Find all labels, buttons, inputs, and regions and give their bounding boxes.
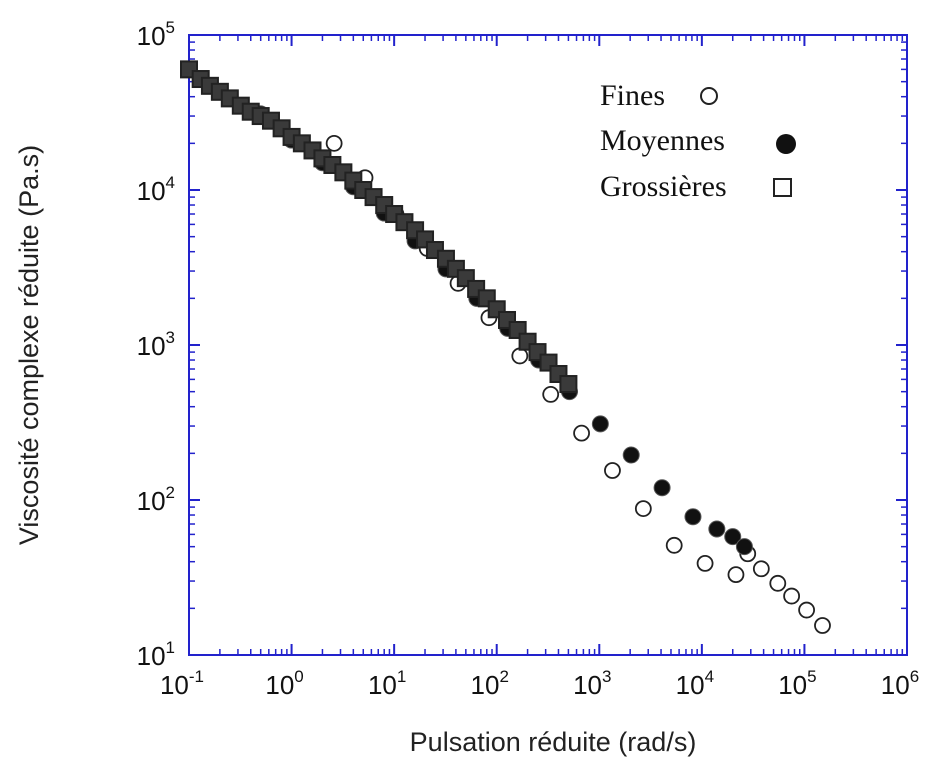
x-tick-label: 104 [676,667,714,700]
y-tick-label: 105 [137,18,175,51]
y-tick-labels: 101 102 103 104 105 [137,18,175,671]
data-point-fines [752,560,770,578]
data-point-fines [783,587,801,605]
legend-marker-open-circle [700,87,718,105]
x-tick-label: 105 [778,667,816,700]
plot-frame [188,34,908,656]
x-tick-labels: 10-1 100 101 102 103 104 105 106 [160,667,919,700]
data-point-fines [727,566,745,584]
data-point-fines [573,424,590,442]
legend-label-moyennes: Moyennes [600,124,725,157]
data-point-fines [814,617,831,634]
data-point-moyennes [684,508,702,526]
x-axis-title: Pulsation réduite (rad/s) [410,727,697,757]
x-tick-label: 101 [368,667,406,700]
data-point-moyennes [622,446,640,464]
x-tick-label: 102 [471,667,509,700]
data-point-fines [769,574,787,592]
data-markers [180,60,831,634]
y-tick-label: 103 [137,328,175,361]
data-point-moyennes [735,538,753,556]
data-point-fines [665,536,683,554]
data-point-fines [325,134,343,152]
x-tick-label: 103 [573,667,611,700]
x-tick-label: 10-1 [160,667,204,700]
data-point-moyennes [653,479,671,497]
data-point-fines [604,462,621,479]
legend-marker-filled-circle [776,134,796,154]
data-point-moyennes [708,520,726,538]
y-tick-label: 101 [137,638,175,671]
y-tick-label: 102 [137,483,175,516]
data-point-fines [798,601,816,619]
data-point-fines [696,554,714,572]
y-tick-label: 104 [137,173,175,206]
data-point-grossieres [559,375,578,394]
legend-label-fines: Fines [600,79,665,112]
data-point-fines [634,500,652,518]
legend: Fines Moyennes Grossières [600,79,796,203]
x-tick-label: 106 [881,667,919,700]
legend-label-grossieres: Grossières [600,170,727,203]
legend-marker-open-square [773,178,792,197]
data-point-fines [542,386,560,403]
data-point-moyennes [724,528,742,546]
y-axis-title: Viscosité complexe réduite (Pa.s) [14,145,44,545]
data-point-moyennes [591,415,609,433]
x-tick-label: 100 [265,667,303,700]
